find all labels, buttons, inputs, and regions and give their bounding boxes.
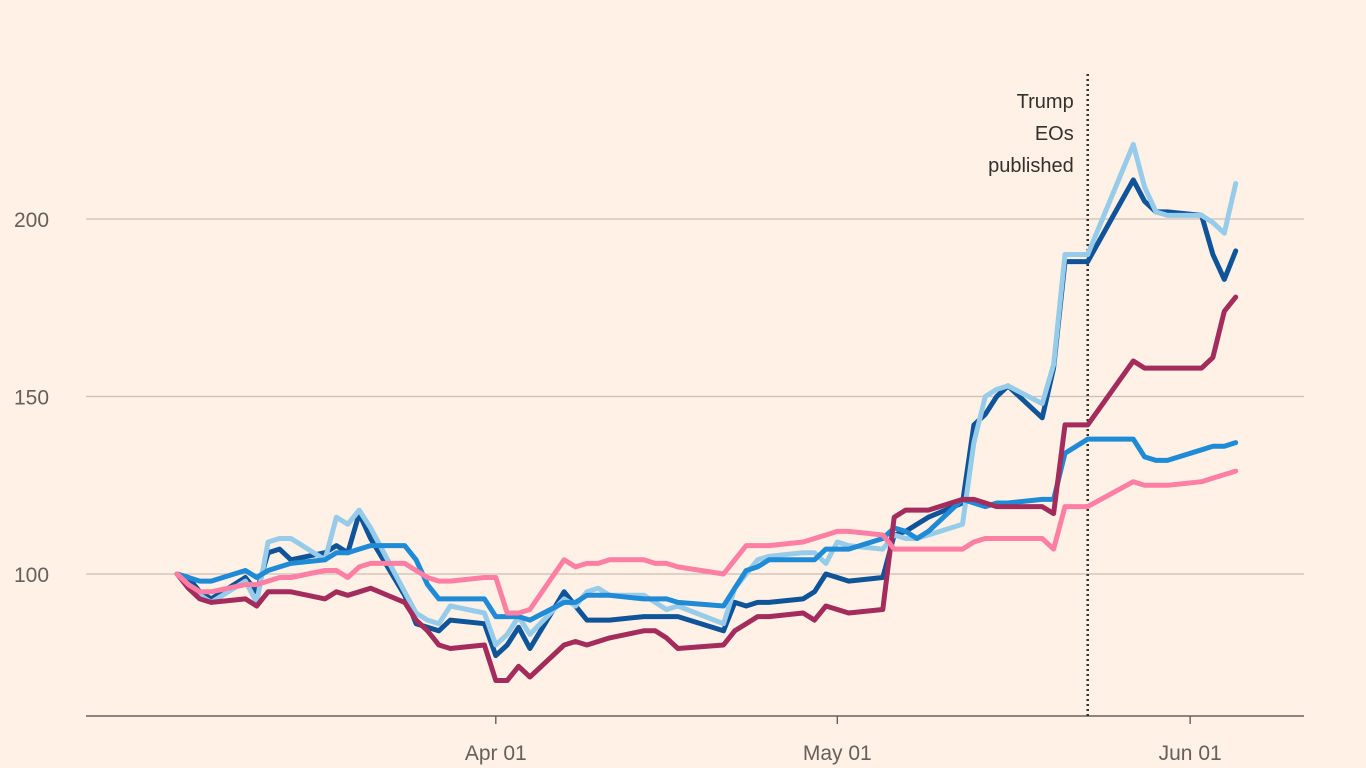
y-tick-label: 100 xyxy=(14,564,49,587)
y-tick-label: 150 xyxy=(14,387,49,410)
annotation: Trump EOs published xyxy=(988,74,1089,716)
gridlines xyxy=(86,218,1304,575)
series-line-5 xyxy=(174,468,1239,616)
x-axis: Apr 01 May 01 Jun 01 xyxy=(86,715,1304,765)
annotation-label: EOs xyxy=(1035,123,1074,145)
annotation-label: published xyxy=(988,155,1074,177)
series-line-2 xyxy=(174,141,1239,648)
series-line-1 xyxy=(174,177,1239,659)
x-tick-label: Jun 01 xyxy=(1159,742,1222,765)
series-line-4 xyxy=(174,294,1239,683)
series-lines xyxy=(174,141,1239,683)
y-axis: 100 150 200 xyxy=(14,209,49,587)
x-tick-label: Apr 01 xyxy=(465,742,527,765)
annotation-label: Trump xyxy=(1017,91,1074,113)
x-tick-label: May 01 xyxy=(803,742,872,765)
y-tick-label: 200 xyxy=(14,209,49,232)
